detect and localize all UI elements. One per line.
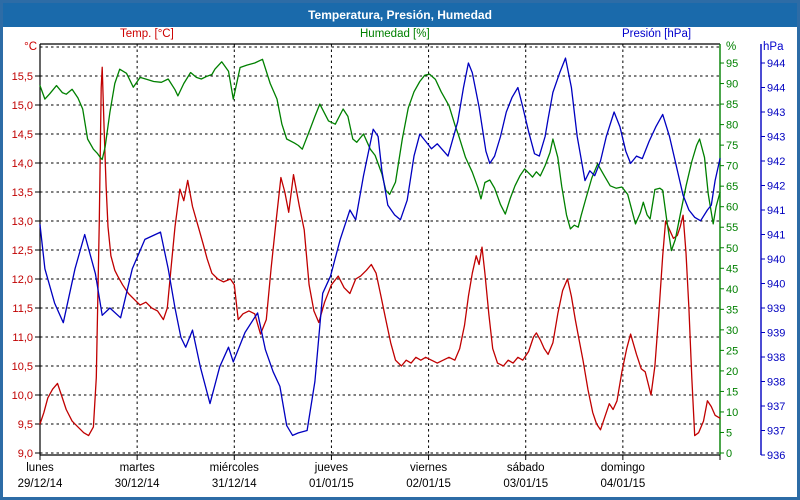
svg-text:95: 95 (726, 58, 738, 70)
svg-text:25: 25 (726, 345, 738, 357)
svg-text:70: 70 (726, 161, 738, 173)
svg-text:11,5: 11,5 (12, 303, 33, 315)
svg-text:12,5: 12,5 (12, 245, 33, 257)
svg-text:35: 35 (726, 304, 738, 316)
svg-text:15,5: 15,5 (12, 71, 33, 83)
svg-text:20: 20 (726, 366, 738, 378)
svg-text:0: 0 (726, 448, 732, 460)
temp-axis-unit-label: °C (24, 41, 37, 53)
svg-text:03/01/15: 03/01/15 (503, 478, 548, 490)
gridlines (40, 44, 720, 455)
svg-text:943: 943 (767, 107, 785, 119)
svg-text:939: 939 (767, 328, 785, 340)
svg-text:martes: martes (120, 462, 155, 474)
svg-text:10: 10 (726, 407, 738, 419)
svg-text:940: 940 (767, 279, 785, 291)
svg-text:11,0: 11,0 (12, 332, 33, 344)
svg-text:15,0: 15,0 (12, 100, 33, 112)
svg-text:sábado: sábado (507, 462, 545, 474)
svg-text:miércoles: miércoles (210, 462, 259, 474)
svg-text:lunes: lunes (26, 462, 54, 474)
svg-text:60: 60 (726, 202, 738, 214)
svg-text:942: 942 (767, 156, 785, 168)
hum-series-line (39, 58, 721, 252)
svg-text:01/01/15: 01/01/15 (309, 478, 354, 490)
svg-text:938: 938 (767, 352, 785, 364)
svg-text:40: 40 (726, 284, 738, 296)
svg-text:9,0: 9,0 (18, 448, 33, 460)
svg-text:937: 937 (767, 401, 785, 413)
svg-text:02/01/15: 02/01/15 (406, 478, 451, 490)
svg-text:80: 80 (726, 120, 738, 132)
svg-text:31/12/14: 31/12/14 (212, 478, 257, 490)
svg-text:15: 15 (726, 386, 738, 398)
svg-text:941: 941 (767, 205, 785, 217)
svg-text:50: 50 (726, 243, 738, 255)
svg-text:55: 55 (726, 222, 738, 234)
temp-series-line (39, 66, 721, 437)
window-titlebar: Temperatura, Presión, Humedad (3, 3, 797, 27)
svg-text:domingo: domingo (601, 462, 645, 474)
svg-text:85: 85 (726, 99, 738, 111)
svg-text:944: 944 (767, 83, 785, 95)
svg-text:14,0: 14,0 (12, 158, 33, 170)
svg-text:5: 5 (726, 427, 732, 439)
svg-text:45: 45 (726, 263, 738, 275)
svg-text:viernes: viernes (410, 462, 447, 474)
svg-text:938: 938 (767, 377, 785, 389)
pres-series-line (39, 57, 721, 437)
svg-text:75: 75 (726, 140, 738, 152)
svg-text:940: 940 (767, 254, 785, 266)
svg-text:13,0: 13,0 (12, 216, 33, 228)
svg-text:29/12/14: 29/12/14 (18, 478, 63, 490)
svg-text:10,0: 10,0 (12, 390, 33, 402)
svg-text:30/12/14: 30/12/14 (115, 478, 160, 490)
legend-humidity: Humedad [%] (360, 28, 430, 40)
svg-text:941: 941 (767, 230, 785, 242)
svg-text:04/01/15: 04/01/15 (600, 478, 645, 490)
pressure-axis-unit-label: hPa (763, 41, 784, 53)
svg-text:936: 936 (767, 450, 785, 462)
svg-text:14,5: 14,5 (12, 129, 33, 141)
svg-text:9,5: 9,5 (18, 419, 33, 431)
pressure-axis: 944 944 943 943 942 942 941 941 940 940 939 939 938 9… (760, 44, 785, 462)
svg-text:90: 90 (726, 79, 738, 91)
legend-temperature: Temp. [°C] (120, 28, 174, 40)
svg-text:30: 30 (726, 325, 738, 337)
temp-axis: 15,5 15,0 14,5 14,0 13,5 13,0 12,5 12,0 11,5 11,0… (12, 71, 40, 460)
svg-text:10,5: 10,5 (12, 361, 33, 373)
svg-text:13,5: 13,5 (12, 187, 33, 199)
date-axis: lunes 29/12/14 martes 30/12/14 miércoles 31/1… (18, 455, 721, 490)
svg-text:937: 937 (767, 426, 785, 438)
svg-text:939: 939 (767, 303, 785, 315)
svg-text:942: 942 (767, 181, 785, 193)
svg-text:12,0: 12,0 (12, 274, 33, 286)
svg-text:65: 65 (726, 181, 738, 193)
svg-text:jueves: jueves (314, 462, 348, 474)
legend-pressure: Presión [hPa] (622, 28, 692, 40)
svg-text:943: 943 (767, 132, 785, 144)
svg-text:944: 944 (767, 58, 785, 70)
humidity-axis-unit-label: % (726, 41, 737, 53)
window-title: Temperatura, Presión, Humedad (308, 8, 492, 22)
